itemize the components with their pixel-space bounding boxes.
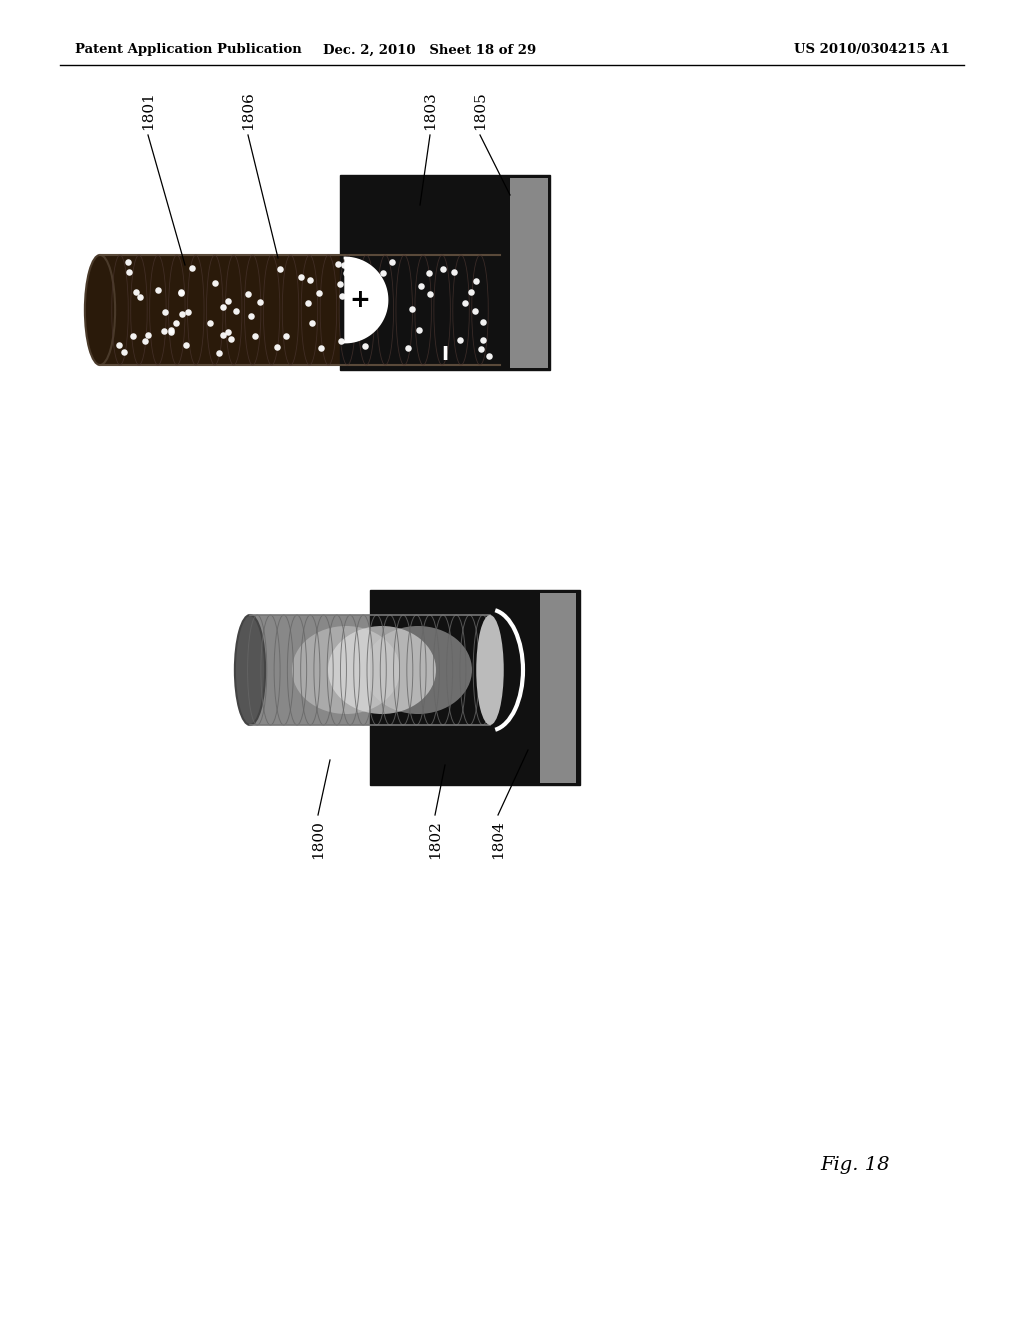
- Point: [312, 338, 329, 359]
- Point: [111, 334, 127, 355]
- Point: [121, 261, 137, 282]
- Text: 1800: 1800: [311, 820, 325, 859]
- Point: [271, 259, 288, 280]
- Point: [413, 275, 429, 296]
- Point: [302, 269, 318, 290]
- Point: [475, 312, 492, 333]
- Text: Fig. 18: Fig. 18: [820, 1156, 890, 1173]
- Point: [384, 252, 400, 273]
- Point: [227, 301, 244, 322]
- Point: [333, 330, 349, 351]
- Point: [452, 329, 468, 350]
- Point: [120, 252, 136, 273]
- Point: [163, 319, 179, 341]
- Point: [278, 326, 294, 347]
- Point: [473, 339, 489, 360]
- Point: [311, 282, 328, 304]
- Text: I: I: [441, 346, 449, 364]
- Point: [334, 285, 350, 306]
- Point: [293, 267, 309, 288]
- Point: [202, 313, 218, 334]
- Point: [475, 329, 492, 350]
- Point: [178, 334, 195, 355]
- Text: 1806: 1806: [241, 91, 255, 129]
- Point: [211, 342, 227, 363]
- Bar: [540, 593, 575, 783]
- Point: [252, 292, 268, 313]
- Point: [481, 345, 498, 366]
- Point: [332, 273, 348, 294]
- Bar: [370, 590, 580, 785]
- Point: [116, 341, 132, 362]
- Point: [240, 284, 256, 305]
- Point: [366, 273, 382, 294]
- Point: [244, 305, 260, 326]
- Ellipse shape: [485, 255, 515, 366]
- Point: [173, 282, 189, 304]
- Point: [163, 322, 179, 343]
- Point: [411, 319, 427, 341]
- Text: 1804: 1804: [490, 820, 505, 859]
- Point: [214, 297, 230, 318]
- Text: 1802: 1802: [428, 820, 442, 859]
- Point: [184, 257, 201, 279]
- Point: [304, 313, 321, 334]
- Ellipse shape: [85, 255, 115, 366]
- Point: [446, 261, 463, 282]
- Point: [400, 338, 417, 359]
- Point: [128, 281, 144, 302]
- Point: [247, 326, 263, 347]
- Point: [179, 302, 196, 323]
- Point: [268, 337, 285, 358]
- Point: [125, 326, 141, 347]
- Point: [150, 279, 166, 300]
- Ellipse shape: [234, 615, 265, 725]
- Point: [467, 300, 483, 321]
- Polygon shape: [345, 257, 387, 342]
- Point: [131, 286, 147, 308]
- Text: 1803: 1803: [423, 91, 437, 129]
- Point: [172, 281, 188, 302]
- Point: [463, 282, 479, 304]
- Text: Patent Application Publication: Patent Application Publication: [75, 44, 302, 57]
- Point: [157, 301, 173, 322]
- Point: [338, 263, 354, 284]
- Text: 1801: 1801: [141, 91, 155, 129]
- Text: +: +: [349, 288, 370, 312]
- Bar: [250, 615, 490, 725]
- Ellipse shape: [292, 626, 400, 714]
- Ellipse shape: [364, 626, 472, 714]
- Point: [435, 259, 452, 280]
- Point: [375, 263, 391, 284]
- Bar: [100, 255, 500, 366]
- Point: [421, 263, 437, 284]
- Bar: [340, 176, 550, 370]
- Point: [168, 313, 184, 334]
- Text: 1805: 1805: [473, 91, 487, 129]
- Bar: [510, 178, 548, 368]
- Point: [137, 330, 154, 351]
- Point: [403, 298, 420, 319]
- Point: [157, 319, 173, 341]
- Text: Dec. 2, 2010   Sheet 18 of 29: Dec. 2, 2010 Sheet 18 of 29: [324, 44, 537, 57]
- Ellipse shape: [328, 626, 436, 714]
- Point: [336, 253, 352, 275]
- Point: [215, 325, 231, 346]
- Point: [457, 293, 473, 314]
- Point: [330, 253, 346, 275]
- Point: [219, 322, 236, 343]
- Point: [207, 272, 223, 293]
- Point: [357, 335, 374, 356]
- Point: [219, 290, 236, 312]
- Point: [467, 271, 483, 292]
- Ellipse shape: [476, 615, 504, 725]
- Point: [140, 325, 157, 346]
- Point: [422, 282, 438, 304]
- Point: [174, 304, 190, 325]
- Text: US 2010/0304215 A1: US 2010/0304215 A1: [795, 44, 950, 57]
- Point: [300, 293, 316, 314]
- Point: [222, 329, 239, 350]
